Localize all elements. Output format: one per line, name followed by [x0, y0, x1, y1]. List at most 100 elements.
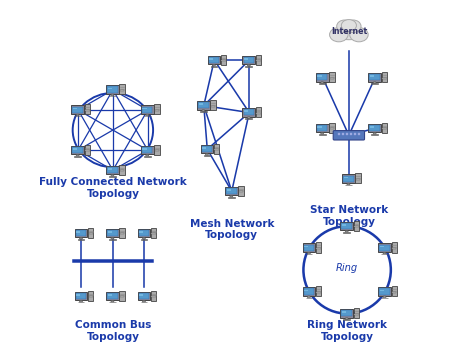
FancyBboxPatch shape — [119, 84, 125, 94]
FancyBboxPatch shape — [380, 290, 384, 291]
Text: Common Bus
Topology: Common Bus Topology — [75, 320, 151, 342]
FancyBboxPatch shape — [317, 292, 321, 293]
FancyBboxPatch shape — [244, 58, 248, 60]
Text: Fully Connected Network
Topology: Fully Connected Network Topology — [39, 177, 187, 199]
Polygon shape — [144, 156, 151, 157]
Polygon shape — [202, 110, 205, 111]
FancyBboxPatch shape — [330, 78, 334, 79]
Ellipse shape — [345, 20, 361, 33]
FancyBboxPatch shape — [71, 105, 84, 114]
FancyBboxPatch shape — [378, 244, 391, 252]
Polygon shape — [109, 176, 116, 177]
FancyBboxPatch shape — [107, 230, 118, 236]
Text: Internet: Internet — [331, 27, 367, 36]
FancyBboxPatch shape — [155, 150, 159, 151]
FancyBboxPatch shape — [244, 109, 254, 115]
FancyBboxPatch shape — [343, 176, 354, 182]
FancyBboxPatch shape — [106, 229, 119, 237]
FancyBboxPatch shape — [89, 233, 93, 234]
Polygon shape — [78, 302, 84, 303]
Polygon shape — [76, 114, 79, 116]
FancyBboxPatch shape — [356, 179, 360, 180]
FancyBboxPatch shape — [379, 245, 390, 251]
FancyBboxPatch shape — [76, 293, 86, 299]
Ellipse shape — [350, 27, 368, 42]
Polygon shape — [371, 134, 378, 135]
Polygon shape — [78, 239, 84, 240]
FancyBboxPatch shape — [108, 168, 112, 170]
FancyBboxPatch shape — [73, 147, 83, 153]
Polygon shape — [111, 237, 114, 239]
Polygon shape — [373, 132, 376, 134]
Polygon shape — [320, 82, 324, 84]
Polygon shape — [320, 132, 324, 134]
Ellipse shape — [329, 27, 348, 42]
FancyBboxPatch shape — [350, 133, 352, 135]
Polygon shape — [345, 230, 348, 232]
Ellipse shape — [336, 25, 362, 40]
FancyBboxPatch shape — [380, 246, 384, 247]
Polygon shape — [76, 154, 79, 156]
FancyBboxPatch shape — [74, 292, 87, 300]
Polygon shape — [383, 252, 386, 254]
Polygon shape — [383, 296, 386, 298]
FancyBboxPatch shape — [88, 227, 93, 238]
Polygon shape — [343, 319, 350, 320]
FancyBboxPatch shape — [120, 296, 124, 297]
FancyBboxPatch shape — [244, 57, 254, 63]
FancyBboxPatch shape — [354, 220, 359, 231]
FancyBboxPatch shape — [239, 191, 243, 192]
Polygon shape — [205, 153, 209, 155]
FancyBboxPatch shape — [107, 293, 118, 299]
FancyBboxPatch shape — [340, 221, 353, 230]
FancyBboxPatch shape — [368, 124, 381, 132]
FancyBboxPatch shape — [209, 58, 213, 60]
Polygon shape — [111, 94, 114, 95]
Polygon shape — [141, 239, 147, 240]
FancyBboxPatch shape — [302, 287, 315, 296]
FancyBboxPatch shape — [71, 146, 84, 154]
FancyBboxPatch shape — [382, 78, 387, 79]
FancyBboxPatch shape — [151, 227, 156, 238]
FancyBboxPatch shape — [85, 145, 90, 154]
FancyBboxPatch shape — [85, 104, 90, 114]
Text: Mesh Network
Topology: Mesh Network Topology — [190, 219, 274, 240]
FancyBboxPatch shape — [76, 294, 81, 296]
FancyBboxPatch shape — [107, 167, 118, 173]
Polygon shape — [146, 154, 149, 156]
FancyBboxPatch shape — [155, 104, 160, 114]
FancyBboxPatch shape — [106, 166, 119, 174]
FancyBboxPatch shape — [243, 108, 255, 117]
Text: Ring Network
Topology: Ring Network Topology — [307, 320, 387, 342]
FancyBboxPatch shape — [137, 229, 150, 237]
FancyBboxPatch shape — [392, 292, 396, 293]
Polygon shape — [307, 252, 310, 254]
Polygon shape — [230, 196, 233, 197]
FancyBboxPatch shape — [142, 147, 153, 153]
FancyBboxPatch shape — [392, 248, 396, 249]
FancyBboxPatch shape — [221, 54, 226, 65]
Polygon shape — [200, 111, 207, 112]
FancyBboxPatch shape — [107, 86, 118, 93]
FancyBboxPatch shape — [369, 125, 380, 131]
FancyBboxPatch shape — [152, 233, 156, 234]
FancyBboxPatch shape — [342, 224, 346, 226]
FancyBboxPatch shape — [139, 231, 143, 233]
Text: Star Network
Topology: Star Network Topology — [310, 205, 388, 226]
FancyBboxPatch shape — [304, 246, 308, 247]
FancyBboxPatch shape — [208, 55, 220, 64]
Polygon shape — [80, 237, 82, 239]
FancyBboxPatch shape — [244, 111, 248, 112]
FancyBboxPatch shape — [155, 110, 159, 111]
FancyBboxPatch shape — [368, 73, 381, 82]
FancyBboxPatch shape — [382, 72, 387, 82]
FancyBboxPatch shape — [317, 74, 328, 80]
FancyBboxPatch shape — [209, 57, 219, 63]
FancyBboxPatch shape — [202, 147, 206, 149]
FancyBboxPatch shape — [378, 287, 391, 296]
FancyBboxPatch shape — [392, 243, 397, 252]
FancyBboxPatch shape — [317, 125, 328, 131]
FancyBboxPatch shape — [318, 75, 321, 77]
FancyBboxPatch shape — [119, 227, 125, 238]
FancyBboxPatch shape — [316, 243, 321, 252]
